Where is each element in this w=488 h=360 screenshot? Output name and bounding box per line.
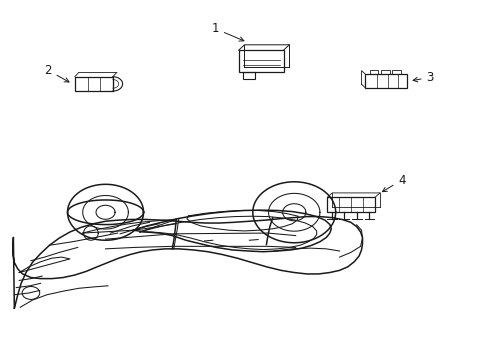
Bar — [238, 50, 283, 72]
Bar — [242, 72, 254, 79]
Text: 3: 3 — [412, 71, 433, 84]
Bar — [365, 74, 406, 88]
Bar — [381, 70, 389, 74]
Text: 4: 4 — [382, 174, 405, 192]
Text: 2: 2 — [44, 64, 69, 82]
Bar — [369, 70, 378, 74]
Bar — [391, 70, 400, 74]
Text: 1: 1 — [211, 22, 244, 41]
Bar — [327, 197, 374, 212]
Bar — [75, 77, 113, 91]
